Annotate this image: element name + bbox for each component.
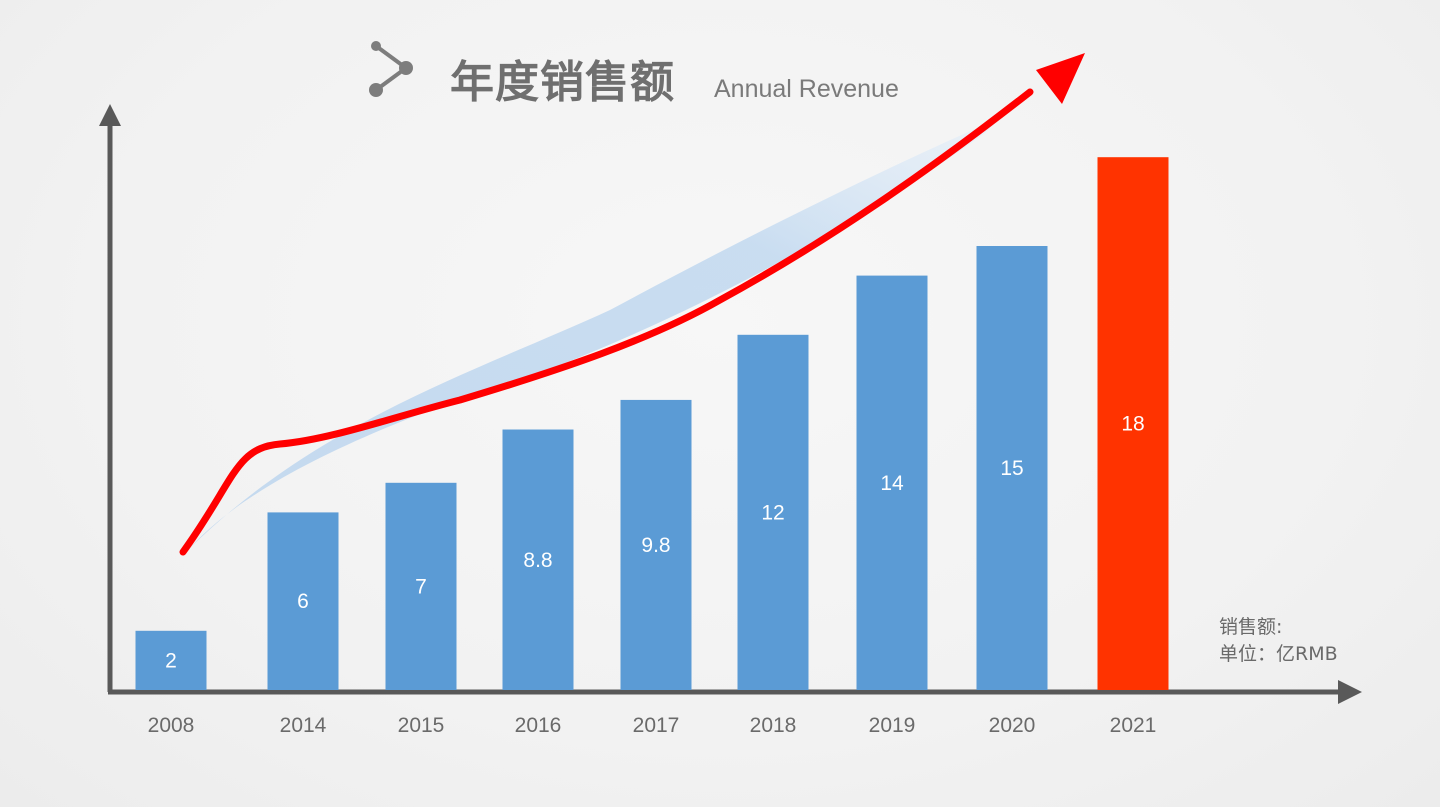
- trend-arrow-head: [1036, 53, 1085, 104]
- bar-2018: [737, 334, 809, 690]
- x-tick-label-2016: 2016: [515, 714, 562, 737]
- unit-note: 销售额: 单位：亿RMB: [1219, 614, 1338, 668]
- x-tick-label-2018: 2018: [750, 714, 797, 737]
- bar-value-label-2014: 6: [297, 590, 309, 613]
- x-tick-label-2015: 2015: [398, 714, 445, 737]
- bar-2021: [1097, 157, 1169, 690]
- bar-2019: [856, 275, 928, 690]
- unit-note-line2: 单位：亿RMB: [1219, 643, 1338, 665]
- x-tick-label-2008: 2008: [148, 714, 195, 737]
- bar-value-labels: 2 6 7 8.8 9.8 12 14 15 18: [165, 413, 1145, 673]
- x-tick-label-2019: 2019: [869, 714, 916, 737]
- chart-subtitle: Annual Revenue: [714, 75, 899, 103]
- share-nodes-icon: [369, 41, 413, 97]
- bar-value-label-2018: 12: [761, 501, 784, 524]
- trend-arrow-line: [179, 88, 1034, 556]
- bar-2017: [620, 399, 692, 690]
- x-tick-label-2017: 2017: [633, 714, 680, 737]
- bar-2020: [976, 246, 1048, 690]
- bar-2016: [502, 429, 574, 690]
- x-tick-label-2021: 2021: [1110, 714, 1157, 737]
- bar-value-label-2015: 7: [415, 575, 427, 598]
- y-axis: [99, 104, 121, 692]
- bar-value-label-2020: 15: [1000, 457, 1023, 480]
- bar-series: [135, 157, 1169, 690]
- bar-value-label-2021: 18: [1121, 413, 1144, 436]
- x-axis: [108, 680, 1362, 704]
- unit-note-line1: 销售额:: [1219, 616, 1283, 638]
- bar-2008: [135, 630, 207, 690]
- bar-value-label-2019: 14: [880, 472, 904, 495]
- bar-value-label-2017: 9.8: [641, 534, 670, 557]
- bar-2014: [267, 512, 339, 690]
- bar-value-label-2016: 8.8: [523, 549, 552, 572]
- trend-band: [190, 118, 1000, 548]
- bar-2015: [385, 482, 457, 690]
- x-tick-label-2014: 2014: [280, 714, 327, 737]
- x-tick-label-2020: 2020: [989, 714, 1036, 737]
- x-tick-labels: 2008 2014 2015 2016 2017 2018 2019 2020 2021: [148, 714, 1157, 737]
- bar-value-label-2008: 2: [165, 649, 177, 672]
- chart-title: 年度销售额: [450, 57, 675, 108]
